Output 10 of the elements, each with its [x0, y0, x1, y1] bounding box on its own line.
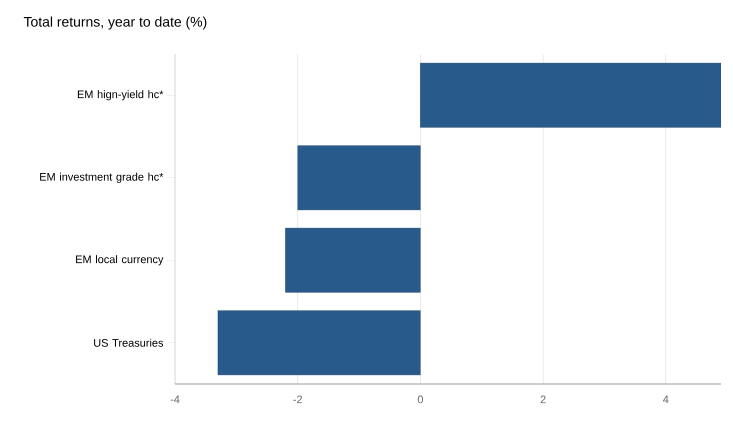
x-tick-label: 4	[663, 396, 669, 404]
y-tick-label: EM investment grade hc*	[40, 172, 164, 183]
x-tick-label: 0	[418, 396, 424, 404]
x-tick-label: -2	[293, 396, 302, 404]
y-tick-label: EM local currency	[76, 255, 164, 266]
x-tick-label: 2	[540, 396, 546, 404]
y-tick-label: EM hign-yield hc*	[78, 90, 164, 100]
y-tick-label: US Treasuries	[94, 338, 164, 347]
chart-title: Total returns, year to date (%)	[24, 16, 206, 30]
x-tick-label: -4	[170, 396, 180, 404]
